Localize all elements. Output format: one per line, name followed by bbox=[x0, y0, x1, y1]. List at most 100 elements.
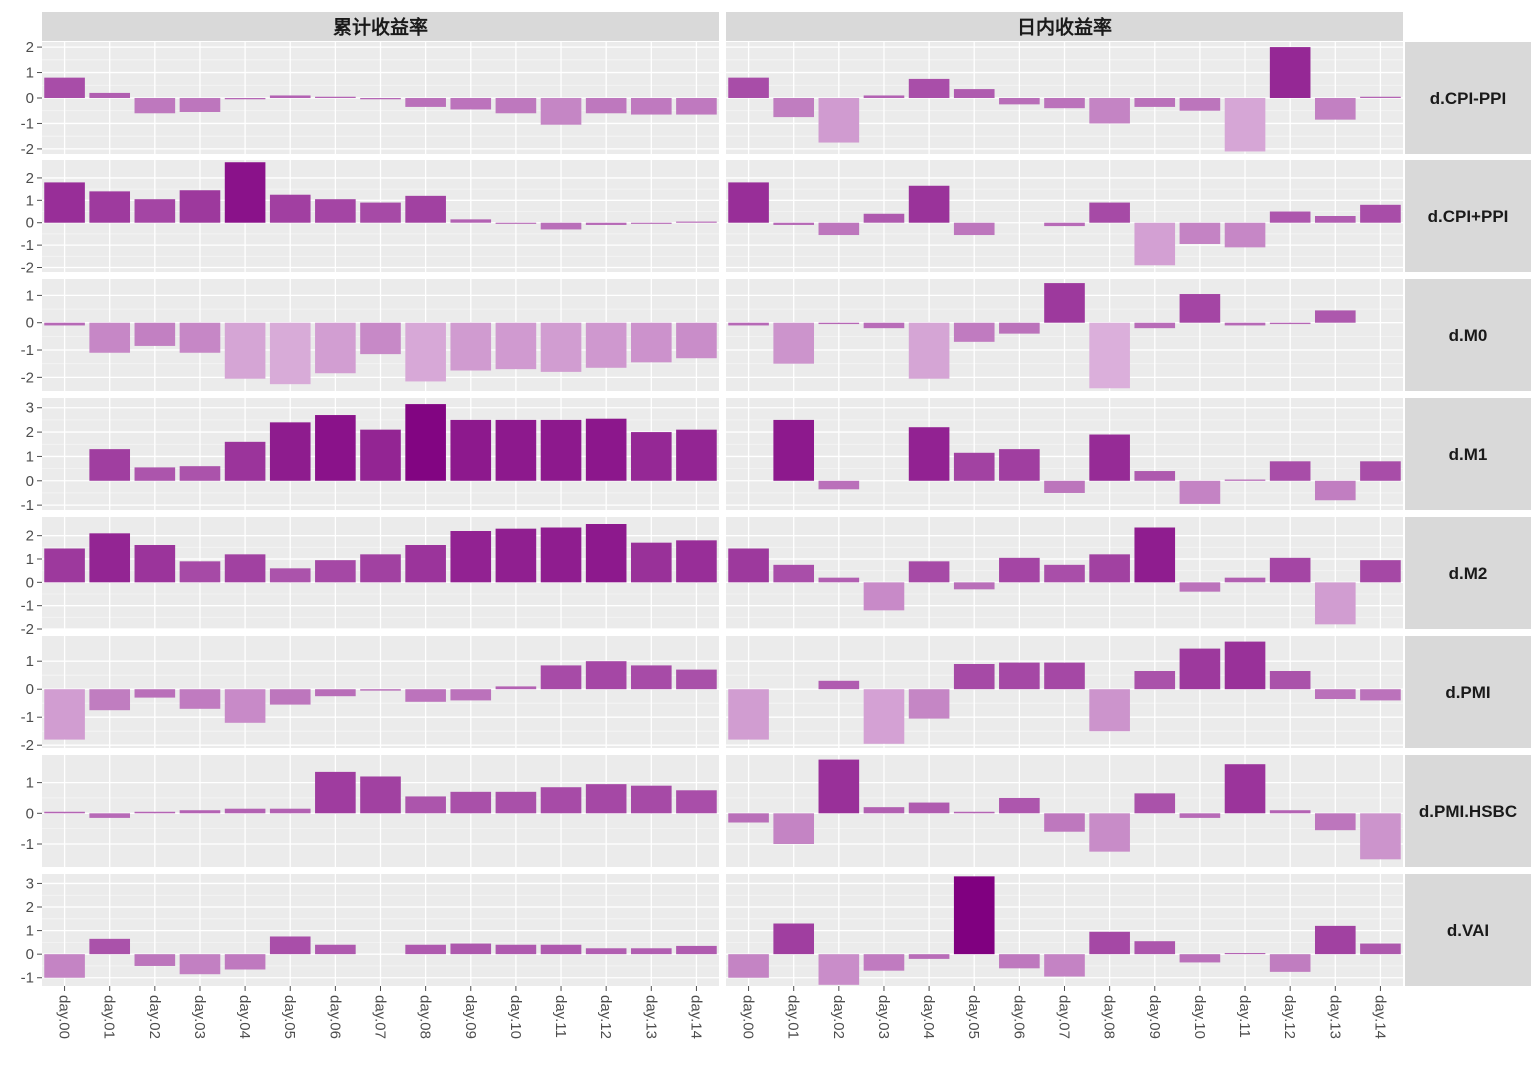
bar-daily-day.04 bbox=[908, 954, 950, 959]
bar-cumulative-day.09 bbox=[450, 419, 492, 481]
bar-daily-day.03 bbox=[863, 213, 905, 223]
bar-daily-day.02 bbox=[818, 680, 860, 690]
bar-daily-day.09 bbox=[1134, 222, 1176, 266]
bar-daily-day.04 bbox=[908, 427, 950, 481]
bar-daily-day.01 bbox=[773, 419, 815, 481]
bar-cumulative-day.09 bbox=[450, 219, 492, 223]
x-tick-label: day.14 bbox=[687, 995, 704, 1039]
bar-cumulative-day.09 bbox=[450, 943, 492, 955]
bar-daily-day.11 bbox=[1224, 577, 1266, 583]
bar-daily-day.00 bbox=[728, 548, 769, 583]
y-tick-label: -1 bbox=[21, 342, 34, 359]
bar-cumulative-day.02 bbox=[134, 322, 176, 346]
bar-cumulative-day.10 bbox=[495, 419, 537, 481]
facet-row-label: d.PMI.HSBC bbox=[1419, 802, 1517, 821]
bar-cumulative-day.12 bbox=[585, 784, 627, 814]
bar-daily-day.07 bbox=[1044, 564, 1085, 583]
y-tick-label: 3 bbox=[26, 875, 34, 892]
bar-daily-day.01 bbox=[773, 98, 815, 118]
bar-cumulative-day.03 bbox=[179, 689, 221, 709]
bar-cumulative-day.06 bbox=[315, 771, 356, 814]
facet-row-label: d.PMI bbox=[1445, 683, 1490, 702]
y-tick-label: 0 bbox=[26, 574, 34, 591]
bar-daily-day.05 bbox=[953, 452, 995, 481]
x-tick-label: day.06 bbox=[326, 995, 343, 1039]
row-strip-3 bbox=[1405, 398, 1531, 510]
bar-cumulative-day.01 bbox=[89, 322, 131, 353]
bar-cumulative-day.12 bbox=[585, 661, 627, 690]
bar-cumulative-day.08 bbox=[405, 545, 446, 583]
bar-cumulative-day.10 bbox=[495, 322, 537, 370]
bar-daily-day.03 bbox=[863, 582, 905, 611]
y-tick-label: -2 bbox=[21, 621, 34, 638]
bar-daily-day.09 bbox=[1134, 793, 1176, 814]
facet-row-label: d.CPI-PPI bbox=[1430, 89, 1507, 108]
bar-cumulative-day.04 bbox=[224, 322, 266, 379]
bar-cumulative-day.13 bbox=[630, 432, 672, 481]
bar-daily-day.04 bbox=[908, 185, 950, 223]
bar-daily-day.08 bbox=[1089, 202, 1130, 223]
y-tick-label: -2 bbox=[21, 737, 34, 754]
bar-daily-day.03 bbox=[863, 689, 905, 744]
bar-cumulative-day.05 bbox=[269, 322, 311, 385]
x-tick-label: day.01 bbox=[101, 995, 118, 1039]
x-tick-label: day.13 bbox=[1326, 995, 1343, 1039]
bar-cumulative-day.01 bbox=[89, 533, 131, 583]
y-tick-label: 3 bbox=[26, 400, 34, 417]
bar-cumulative-day.13 bbox=[630, 98, 672, 115]
bar-daily-day.02 bbox=[818, 480, 860, 490]
facet-strip-1 bbox=[726, 12, 1403, 41]
panel-7-0 bbox=[42, 874, 719, 986]
y-tick-label: 1 bbox=[26, 551, 34, 568]
panel-4-0 bbox=[42, 517, 719, 630]
bar-daily-day.12 bbox=[1269, 557, 1311, 583]
bar-daily-day.14 bbox=[1360, 813, 1401, 860]
bar-cumulative-day.06 bbox=[315, 689, 356, 697]
panel-4-1 bbox=[726, 517, 1403, 630]
facet-column-label: 累计收益率 bbox=[333, 16, 428, 39]
row-strip-1 bbox=[1405, 160, 1531, 272]
y-tick-label: 2 bbox=[26, 424, 34, 441]
bar-cumulative-day.02 bbox=[134, 954, 176, 966]
y-tick-label: 2 bbox=[26, 528, 34, 545]
bar-daily-day.05 bbox=[953, 582, 995, 590]
bar-cumulative-day.00 bbox=[44, 811, 85, 814]
bar-cumulative-day.12 bbox=[585, 98, 627, 114]
bar-cumulative-day.02 bbox=[134, 467, 176, 481]
bar-cumulative-day.09 bbox=[450, 689, 492, 701]
y-tick-label: -1 bbox=[21, 115, 34, 132]
y-tick-label: 0 bbox=[26, 473, 34, 490]
bar-daily-day.11 bbox=[1224, 222, 1266, 248]
bar-daily-day.13 bbox=[1314, 813, 1356, 831]
bar-daily-day.09 bbox=[1134, 98, 1176, 107]
y-tick-label: 1 bbox=[26, 287, 34, 304]
bar-cumulative-day.05 bbox=[269, 808, 311, 814]
row-strip-2 bbox=[1405, 279, 1531, 391]
panel-0-1 bbox=[726, 42, 1403, 154]
bar-cumulative-day.07 bbox=[360, 98, 401, 100]
bar-cumulative-day.12 bbox=[585, 418, 627, 481]
bar-cumulative-day.01 bbox=[89, 938, 131, 955]
bar-cumulative-day.10 bbox=[495, 528, 537, 583]
bar-daily-day.07 bbox=[1044, 222, 1085, 227]
bar-cumulative-day.03 bbox=[179, 98, 221, 112]
bar-daily-day.11 bbox=[1224, 952, 1266, 955]
bar-daily-day.08 bbox=[1089, 813, 1130, 852]
bar-daily-day.10 bbox=[1179, 98, 1221, 111]
bar-daily-day.08 bbox=[1089, 931, 1130, 955]
bar-cumulative-day.14 bbox=[676, 322, 717, 359]
bar-cumulative-day.07 bbox=[360, 322, 401, 355]
bar-daily-day.13 bbox=[1314, 216, 1356, 223]
bar-daily-day.10 bbox=[1179, 480, 1221, 504]
x-tick-label: day.01 bbox=[785, 995, 802, 1039]
panel-3-1 bbox=[726, 398, 1403, 510]
bar-cumulative-day.06 bbox=[315, 199, 356, 223]
bar-daily-day.03 bbox=[863, 954, 905, 971]
row-strip-0 bbox=[1405, 42, 1531, 154]
x-tick-label: day.02 bbox=[146, 995, 163, 1039]
bar-cumulative-day.00 bbox=[44, 77, 85, 98]
bar-cumulative-day.08 bbox=[405, 195, 446, 223]
x-tick-label: day.09 bbox=[1146, 995, 1163, 1039]
bar-daily-day.05 bbox=[953, 222, 995, 236]
y-tick-label: -1 bbox=[21, 836, 34, 853]
